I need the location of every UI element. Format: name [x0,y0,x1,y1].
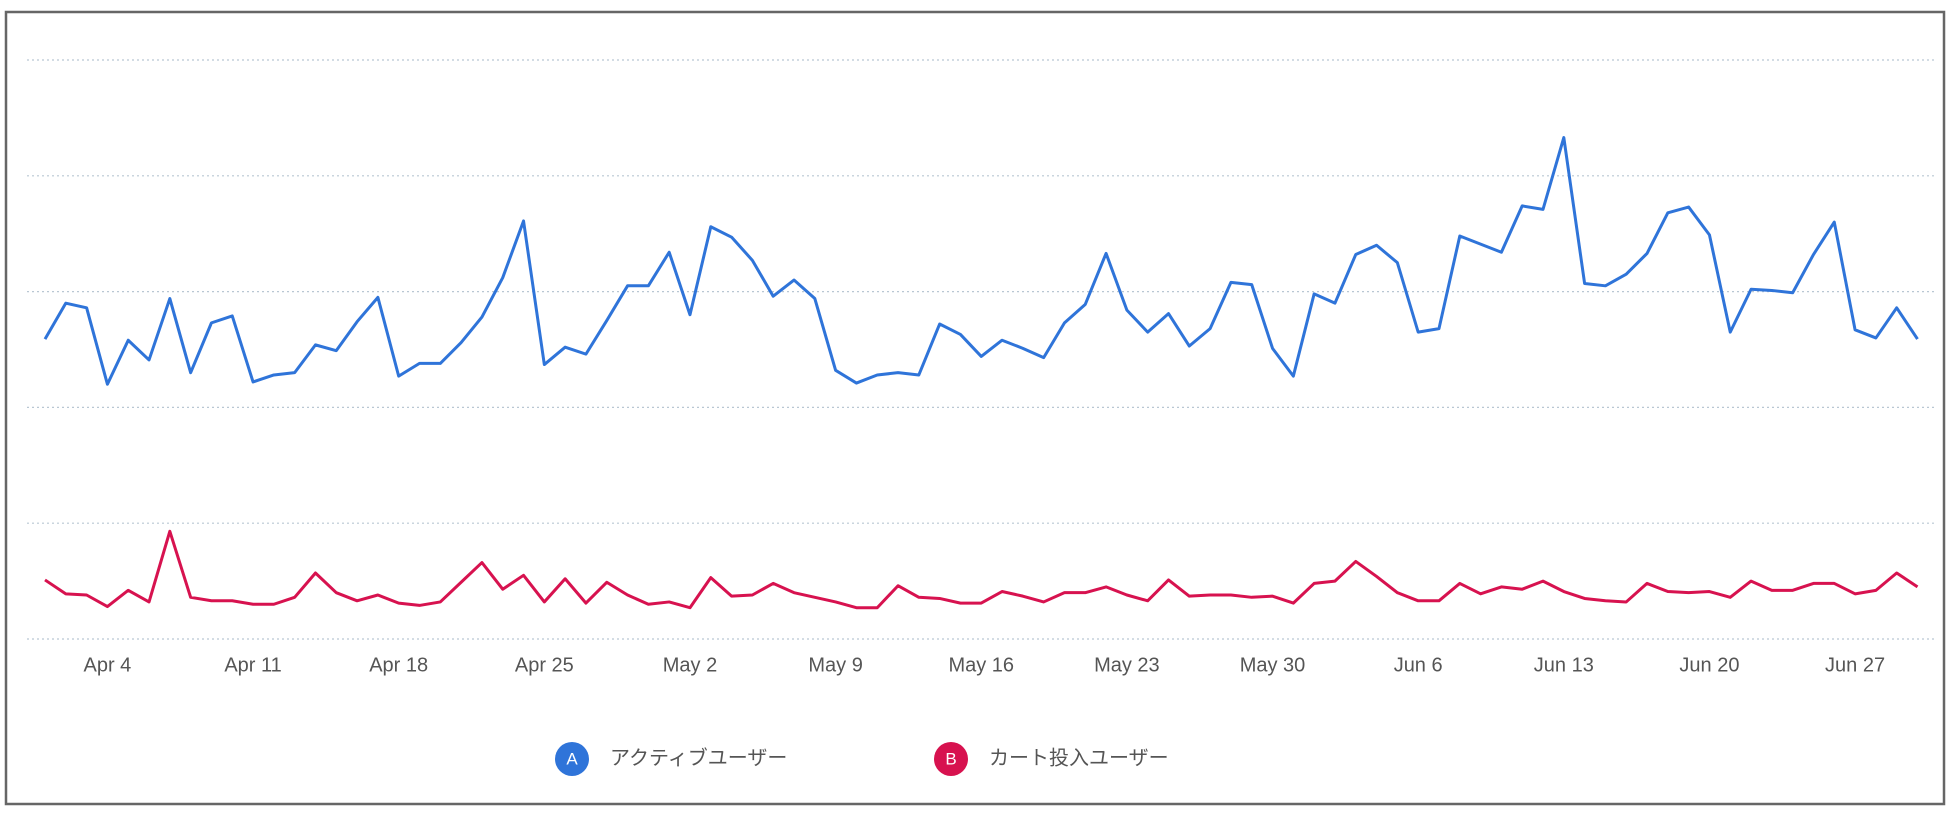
x-tick-label: Apr 4 [84,654,132,676]
legend-label: アクティブユーザー [610,745,787,769]
x-tick-label: Jun 27 [1825,654,1885,676]
legend-key: A [566,749,578,768]
x-tick-label: Jun 13 [1534,654,1594,676]
x-tick-label: May 30 [1240,654,1306,676]
x-tick-label: Apr 11 [224,654,281,676]
frame [4,10,1946,806]
x-tick-label: Jun 6 [1394,654,1443,676]
x-tick-label: Jun 20 [1679,654,1739,676]
series-line [43,136,1919,386]
legend-label: カート投入ユーザー [989,746,1169,769]
x-tick-label: May 23 [1094,654,1160,676]
x-tick-label: Apr 25 [515,654,574,676]
x-tick-label: Apr 18 [369,654,428,676]
x-tick-label: May 2 [663,654,717,676]
series-line [44,529,1919,610]
legend-badge [934,742,968,776]
legend-key: B [945,749,956,768]
legend-badge [555,742,589,776]
x-tick-label: May 16 [948,654,1014,676]
x-tick-label: May 9 [808,654,862,676]
